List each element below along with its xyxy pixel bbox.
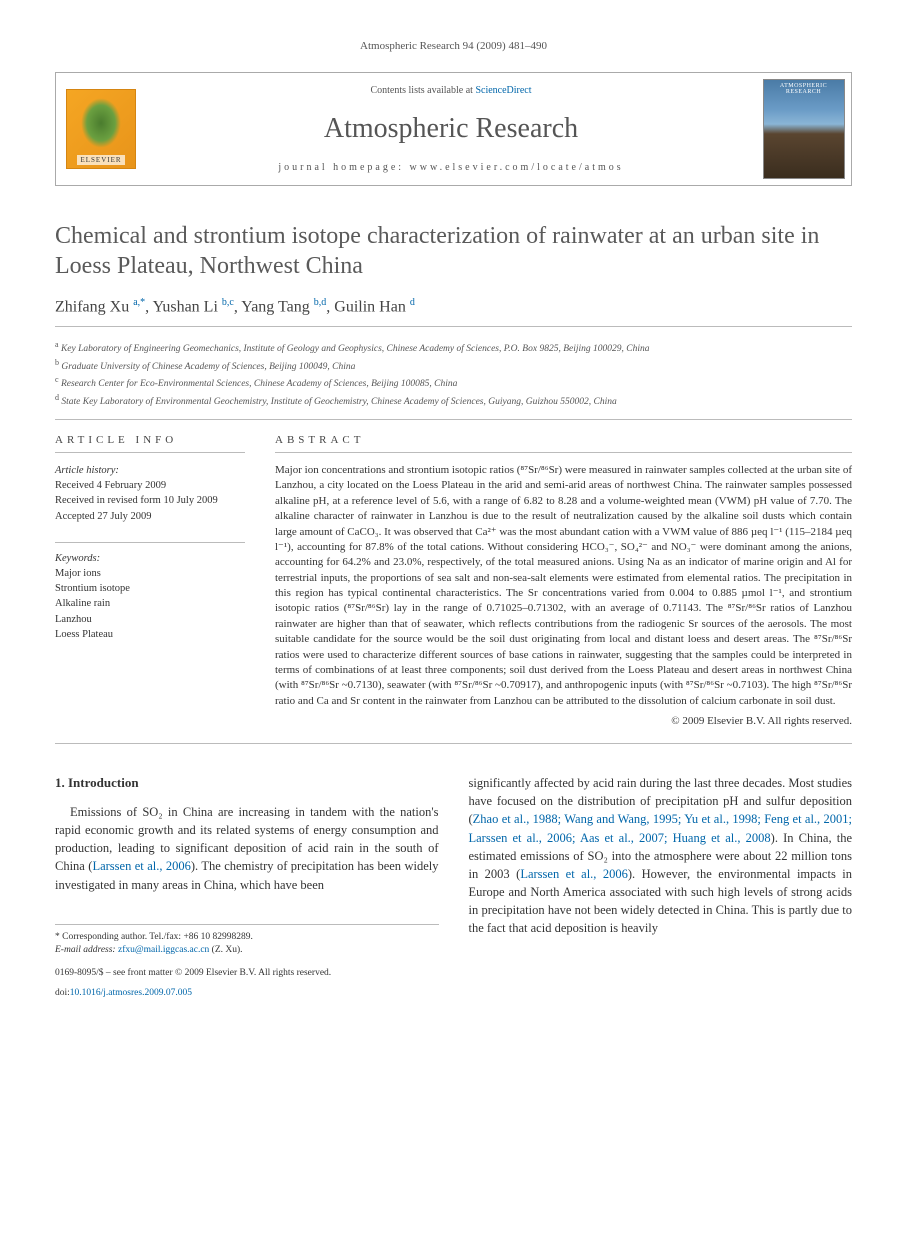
corresponding-email-link[interactable]: zfxu@mail.iggcas.ac.cn <box>118 945 209 955</box>
journal-name: Atmospheric Research <box>156 113 746 145</box>
journal-homepage-line: journal homepage: www.elsevier.com/locat… <box>156 162 746 173</box>
abstract-column: ABSTRACT Major ion concentrations and st… <box>275 434 852 727</box>
email-label: E-mail address: <box>55 945 116 955</box>
body-paragraph: Emissions of SO₂ in China are increasing… <box>55 803 439 894</box>
issn-line: 0169-8095/$ – see front matter © 2009 El… <box>55 967 439 980</box>
keywords-block: Keywords: Major ions Strontium isotope A… <box>55 542 245 642</box>
keyword: Lanzhou <box>55 612 245 627</box>
corresponding-footer: * Corresponding author. Tel./fax: +86 10… <box>55 924 439 1000</box>
abstract-copyright: © 2009 Elsevier B.V. All rights reserved… <box>275 715 852 727</box>
section-number: 1. <box>55 775 65 790</box>
email-suffix: (Z. Xu). <box>212 945 243 955</box>
article-info-heading: ARTICLE INFO <box>55 434 245 453</box>
cover-thumb-box: ATMOSPHERIC RESEARCH <box>756 73 851 185</box>
publisher-name: ELSEVIER <box>77 155 124 165</box>
elsevier-tree-icon: ELSEVIER <box>66 89 136 169</box>
section-heading: 1. Introduction <box>55 774 439 793</box>
corresponding-author-line: * Corresponding author. Tel./fax: +86 10… <box>55 931 439 944</box>
body-column-left: 1. Introduction Emissions of SO₂ in Chin… <box>55 774 439 1000</box>
page-root: Atmospheric Research 94 (2009) 481–490 E… <box>0 0 907 1030</box>
homepage-prefix: journal homepage: <box>278 162 409 173</box>
history-item: Received 4 February 2009 <box>55 478 245 493</box>
body-columns: 1. Introduction Emissions of SO₂ in Chin… <box>55 774 852 1000</box>
body-paragraph: significantly affected by acid rain duri… <box>469 774 853 937</box>
publisher-logo-box: ELSEVIER <box>56 73 146 185</box>
history-item: Accepted 27 July 2009 <box>55 509 245 524</box>
authors-line: Zhifang Xu a,*, Yushan Li b,c, Yang Tang… <box>55 297 852 327</box>
citation-link[interactable]: Zhao et al., 1988; Wang and Wang, 1995; … <box>469 812 853 844</box>
cover-label: ATMOSPHERIC RESEARCH <box>767 83 841 95</box>
article-history-block: Article history: Received 4 February 200… <box>55 463 245 524</box>
running-head: Atmospheric Research 94 (2009) 481–490 <box>55 40 852 52</box>
affiliation-line: b Graduate University of Chinese Academy… <box>55 357 852 374</box>
keyword: Major ions <box>55 566 245 581</box>
history-label: Article history: <box>55 463 245 478</box>
doi-line: doi:10.1016/j.atmosres.2009.07.005 <box>55 987 439 1000</box>
sciencedirect-link[interactable]: ScienceDirect <box>475 85 531 96</box>
keywords-label: Keywords: <box>55 551 245 566</box>
citation-link[interactable]: Larssen et al., 2006 <box>92 859 190 873</box>
masthead-center: Contents lists available at ScienceDirec… <box>146 73 756 185</box>
contents-prefix: Contents lists available at <box>370 85 475 96</box>
article-info-column: ARTICLE INFO Article history: Received 4… <box>55 434 245 727</box>
journal-cover-icon: ATMOSPHERIC RESEARCH <box>763 79 845 179</box>
article-title: Chemical and strontium isotope character… <box>55 221 852 281</box>
contents-line: Contents lists available at ScienceDirec… <box>156 85 746 96</box>
affiliation-line: c Research Center for Eco-Environmental … <box>55 374 852 391</box>
doi-link[interactable]: 10.1016/j.atmosres.2009.07.005 <box>70 988 192 998</box>
citation-link[interactable]: Larssen et al., 2006 <box>520 867 628 881</box>
keyword: Alkaline rain <box>55 596 245 611</box>
info-abstract-row: ARTICLE INFO Article history: Received 4… <box>55 434 852 744</box>
masthead: ELSEVIER Contents lists available at Sci… <box>55 72 852 186</box>
keyword: Loess Plateau <box>55 627 245 642</box>
affiliation-line: a Key Laboratory of Engineering Geomecha… <box>55 339 852 356</box>
body-column-right: significantly affected by acid rain duri… <box>469 774 853 1000</box>
abstract-heading: ABSTRACT <box>275 434 852 453</box>
doi-label: doi: <box>55 988 70 998</box>
affiliations: a Key Laboratory of Engineering Geomecha… <box>55 331 852 420</box>
section-title: Introduction <box>68 775 139 790</box>
affiliation-line: d State Key Laboratory of Environmental … <box>55 392 852 409</box>
email-line: E-mail address: zfxu@mail.iggcas.ac.cn (… <box>55 944 439 957</box>
history-item: Received in revised form 10 July 2009 <box>55 493 245 508</box>
homepage-url: www.elsevier.com/locate/atmos <box>410 162 624 173</box>
abstract-text: Major ion concentrations and strontium i… <box>275 463 852 709</box>
keyword: Strontium isotope <box>55 581 245 596</box>
